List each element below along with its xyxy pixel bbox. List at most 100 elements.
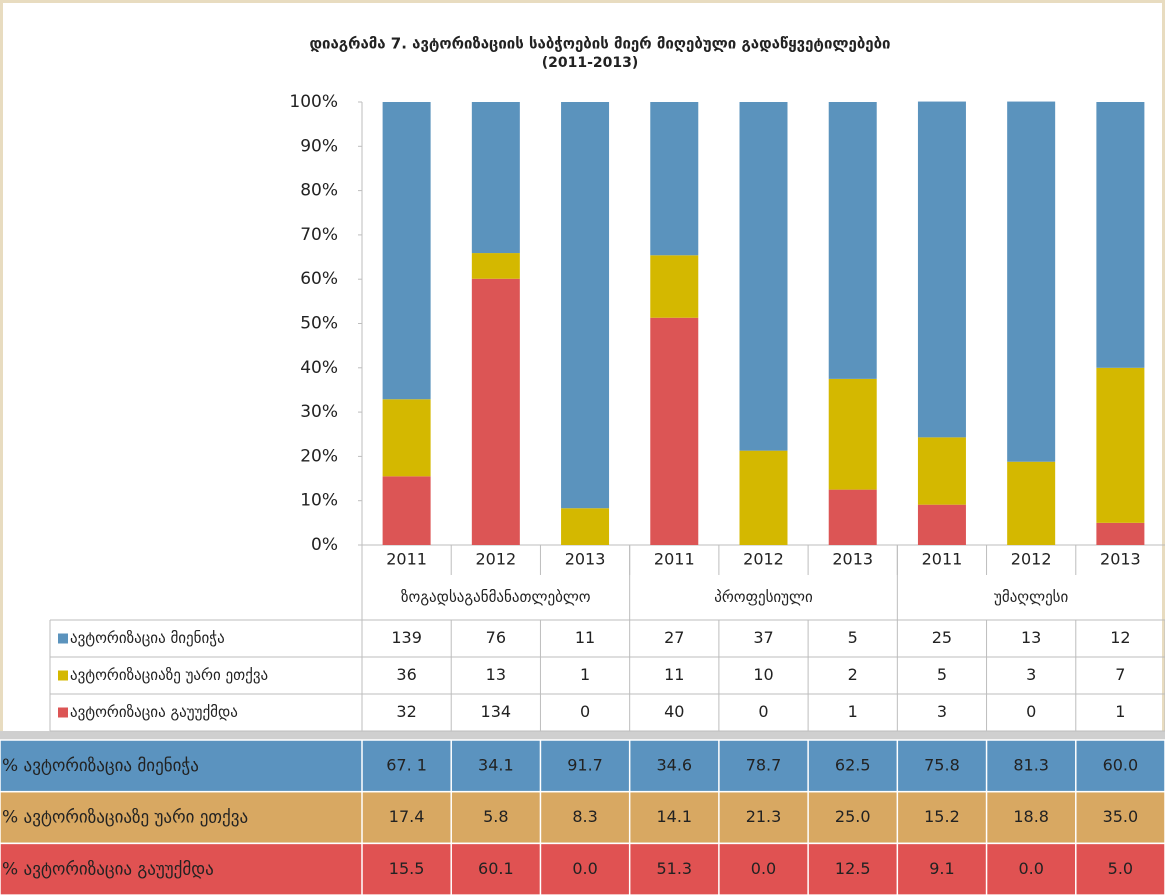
y-tick-label: 70% [300, 225, 338, 245]
percent-cell: 9.1 [929, 859, 954, 878]
bar-segment [650, 317, 699, 545]
bar-segment [917, 504, 966, 545]
count-cell: 0 [1026, 702, 1036, 721]
x-tick-label: 2012 [475, 550, 516, 569]
percent-cell: 51.3 [656, 859, 692, 878]
count-cell: 25 [932, 628, 952, 647]
bar-segment [382, 476, 431, 545]
x-tick-label: 2012 [1011, 550, 1052, 569]
percent-row-label: % ავტორიზაციაზე უარი ეთქვა [2, 808, 248, 828]
legend-swatch [58, 707, 68, 718]
x-tick-label: 2011 [654, 550, 695, 569]
percent-row [0, 842, 1165, 895]
y-tick-label: 40% [300, 358, 338, 378]
x-tick-label: 2013 [1100, 550, 1141, 569]
count-cell: 12 [1110, 628, 1130, 647]
bar-segment [382, 399, 431, 477]
percent-cell: 75.8 [924, 755, 960, 774]
count-cell: 1 [1115, 702, 1125, 721]
percent-cell: 91.7 [567, 755, 603, 774]
group-label: პროფესიული [714, 588, 813, 606]
percent-cell: 25.0 [835, 807, 871, 826]
y-tick-label: 60% [300, 269, 338, 289]
legend-label: ავტორიზაციაზე უარი ეთქვა [70, 666, 268, 684]
legend-swatch [58, 633, 68, 644]
count-cell: 11 [575, 628, 595, 647]
percent-cell: 12.5 [835, 859, 871, 878]
percent-cell: 34.6 [656, 755, 692, 774]
group-label: ზოგადსაგანმანათლებლო [401, 588, 591, 606]
bar-segment [828, 378, 877, 490]
percent-cell: 60.0 [1103, 755, 1139, 774]
count-cell: 37 [753, 628, 773, 647]
bar-segment [561, 102, 610, 509]
percent-cell: 62.5 [835, 755, 871, 774]
x-tick-label: 2011 [386, 550, 427, 569]
percent-cell: 35.0 [1103, 807, 1139, 826]
count-cell: 40 [664, 702, 684, 721]
bar-segment [1096, 522, 1145, 545]
percent-cell: 78.7 [746, 755, 782, 774]
count-cell: 134 [481, 702, 512, 721]
count-cell: 5 [848, 628, 858, 647]
y-tick-label: 80% [300, 181, 338, 201]
count-cell: 3 [937, 702, 947, 721]
bar-segment [917, 101, 966, 438]
bar-segment [471, 278, 520, 545]
percent-cell: 5.8 [483, 807, 508, 826]
bar-segment [382, 102, 431, 400]
percent-cell: 8.3 [572, 807, 597, 826]
bar-segment [917, 437, 966, 505]
bar-segment [739, 450, 788, 545]
count-cell: 76 [486, 628, 506, 647]
y-tick-label: 50% [300, 314, 338, 334]
percent-cell: 0.0 [572, 859, 597, 878]
percent-cell: 15.2 [924, 807, 960, 826]
count-cell: 1 [848, 702, 858, 721]
percent-cell: 15.5 [389, 859, 425, 878]
x-tick-label: 2013 [832, 550, 873, 569]
count-cell: 1 [580, 665, 590, 684]
x-tick-label: 2013 [565, 550, 606, 569]
count-cell: 2 [848, 665, 858, 684]
bar-segment [471, 102, 520, 254]
percent-cell: 0.0 [751, 859, 776, 878]
percent-cell: 81.3 [1013, 755, 1049, 774]
percent-cell: 0.0 [1018, 859, 1043, 878]
y-tick-label: 0% [311, 535, 338, 555]
count-cell: 27 [664, 628, 684, 647]
bar-segment [1096, 367, 1145, 523]
count-cell: 32 [396, 702, 416, 721]
y-tick-label: 10% [300, 491, 338, 511]
x-tick-label: 2012 [743, 550, 784, 569]
group-label: უმაღლესი [994, 588, 1069, 606]
bar-segment [561, 508, 610, 545]
count-cell: 11 [664, 665, 684, 684]
percent-cell: 34.1 [478, 755, 514, 774]
chart-title: დიაგრამა 7. ავტორიზაციის საბჭოების მიერ … [309, 35, 890, 53]
legend-label: ავტორიზაცია გაუუქმდა [70, 703, 238, 721]
separator [0, 731, 1165, 740]
y-tick-label: 100% [289, 92, 338, 112]
count-cell: 139 [391, 628, 422, 647]
legend-label: ავტორიზაცია მიენიჭა [70, 629, 225, 647]
percent-cell: 18.8 [1013, 807, 1049, 826]
count-cell: 13 [486, 665, 506, 684]
bar-segment [1007, 461, 1056, 545]
percent-row-label: % ავტორიზაცია გაუუქმდა [2, 859, 214, 879]
percent-cell: 5.0 [1108, 859, 1133, 878]
bar-segment [650, 102, 699, 256]
count-cell: 0 [580, 702, 590, 721]
y-tick-label: 20% [300, 446, 338, 466]
count-cell: 10 [753, 665, 773, 684]
percent-cell: 60.1 [478, 859, 514, 878]
bar-segment [471, 253, 520, 279]
count-cell: 5 [937, 665, 947, 684]
chart-subtitle: (2011-2013) [542, 55, 639, 71]
percent-cell: 21.3 [746, 807, 782, 826]
y-tick-label: 30% [300, 402, 338, 422]
bar-segment [1007, 101, 1056, 462]
bar-segment [650, 255, 699, 318]
count-cell: 36 [396, 665, 416, 684]
